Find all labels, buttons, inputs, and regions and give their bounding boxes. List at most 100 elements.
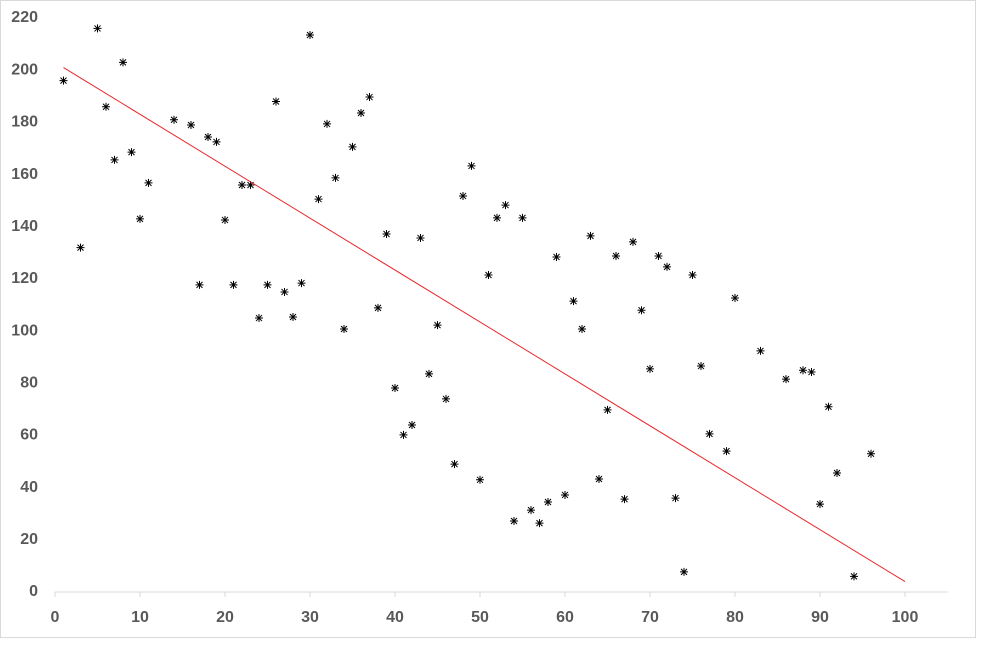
point bbox=[263, 280, 272, 289]
x-tick-label: 80 bbox=[726, 609, 744, 626]
point bbox=[110, 155, 119, 164]
point bbox=[433, 321, 442, 330]
point bbox=[569, 297, 578, 306]
point bbox=[671, 494, 680, 503]
y-tick-label: 140 bbox=[11, 218, 38, 235]
point bbox=[221, 215, 229, 224]
point bbox=[867, 449, 875, 458]
point bbox=[697, 362, 705, 371]
point bbox=[170, 115, 178, 124]
chart-border bbox=[0, 0, 976, 638]
point bbox=[688, 270, 697, 279]
point bbox=[782, 375, 790, 384]
point bbox=[425, 369, 433, 378]
y-tick-label: 180 bbox=[11, 114, 38, 131]
y-tick-label: 100 bbox=[11, 322, 38, 339]
point bbox=[238, 180, 246, 189]
point bbox=[731, 293, 739, 302]
point bbox=[705, 429, 714, 438]
point bbox=[331, 173, 340, 182]
point bbox=[314, 195, 323, 204]
y-tick-label: 20 bbox=[20, 531, 38, 548]
point bbox=[756, 346, 765, 355]
point bbox=[212, 137, 221, 146]
point bbox=[578, 325, 586, 334]
point bbox=[204, 132, 212, 141]
point bbox=[646, 364, 654, 373]
point bbox=[561, 490, 569, 499]
point bbox=[442, 394, 450, 403]
point bbox=[850, 572, 858, 581]
y-tick-label: 40 bbox=[20, 479, 38, 496]
point bbox=[816, 500, 824, 509]
point bbox=[391, 383, 399, 392]
point bbox=[374, 303, 382, 312]
y-tick-label: 220 bbox=[11, 9, 38, 26]
point bbox=[484, 270, 493, 279]
point bbox=[119, 58, 127, 67]
point bbox=[595, 475, 603, 484]
point bbox=[612, 251, 620, 260]
point bbox=[654, 251, 663, 260]
point bbox=[246, 180, 255, 189]
point bbox=[76, 243, 85, 252]
point bbox=[408, 421, 416, 430]
point bbox=[93, 24, 102, 33]
point bbox=[527, 506, 535, 515]
point bbox=[501, 201, 510, 210]
point bbox=[399, 430, 408, 439]
point bbox=[348, 142, 357, 151]
point bbox=[637, 306, 646, 315]
point bbox=[663, 262, 671, 271]
x-tick-label: 60 bbox=[556, 609, 574, 626]
point bbox=[289, 313, 297, 322]
point bbox=[629, 237, 637, 246]
point bbox=[255, 314, 263, 323]
point bbox=[722, 447, 731, 456]
point bbox=[450, 460, 459, 469]
x-tick-label: 50 bbox=[471, 609, 489, 626]
x-tick-label: 40 bbox=[386, 609, 404, 626]
trendline bbox=[63, 67, 906, 582]
point bbox=[323, 119, 331, 128]
x-tick-label: 20 bbox=[216, 609, 234, 626]
point bbox=[127, 148, 136, 157]
point bbox=[493, 213, 501, 222]
point bbox=[357, 108, 365, 117]
point bbox=[365, 93, 374, 102]
point bbox=[544, 497, 552, 506]
point bbox=[340, 325, 348, 334]
point bbox=[187, 120, 195, 129]
point bbox=[603, 405, 612, 414]
x-tick-label: 90 bbox=[811, 609, 829, 626]
point bbox=[510, 517, 518, 526]
y-tick-label: 160 bbox=[11, 166, 38, 183]
point bbox=[136, 214, 144, 223]
point bbox=[272, 97, 280, 106]
point bbox=[306, 30, 314, 39]
point bbox=[102, 102, 110, 111]
point bbox=[382, 230, 391, 239]
x-tick-label: 30 bbox=[301, 609, 319, 626]
point bbox=[620, 495, 629, 504]
point bbox=[680, 567, 688, 576]
x-tick-label: 70 bbox=[641, 609, 659, 626]
point bbox=[467, 161, 476, 170]
x-tick-label: 0 bbox=[51, 609, 60, 626]
point bbox=[518, 213, 527, 222]
point bbox=[833, 469, 841, 478]
point bbox=[586, 231, 595, 240]
x-tick-label: 100 bbox=[892, 609, 919, 626]
point bbox=[807, 368, 816, 377]
point bbox=[144, 178, 153, 187]
y-tick-label: 0 bbox=[29, 583, 38, 600]
y-tick-label: 200 bbox=[11, 61, 38, 78]
point bbox=[59, 76, 68, 85]
y-tick-label: 120 bbox=[11, 270, 38, 287]
point bbox=[552, 252, 561, 261]
point bbox=[280, 287, 289, 296]
point bbox=[195, 280, 204, 289]
point bbox=[459, 191, 467, 200]
point bbox=[476, 475, 484, 484]
